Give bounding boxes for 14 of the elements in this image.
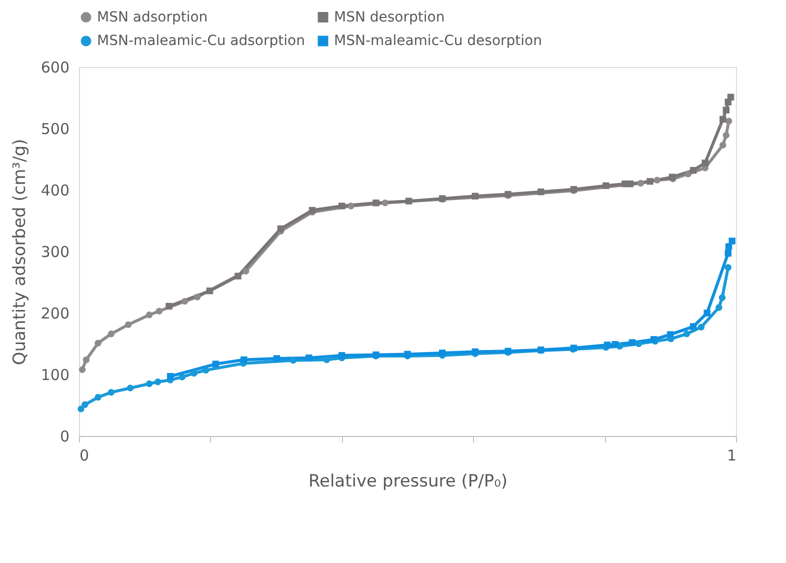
- y-tick-label: 500: [40, 120, 70, 138]
- y-axis-title: Quantity adsorbed (cm³/g): [10, 138, 30, 366]
- legend-label: MSN-maleamic-Cu adsorption: [97, 33, 305, 49]
- y-tick-label: 600: [40, 58, 70, 76]
- y-tick-label: 100: [40, 366, 70, 384]
- y-tick-label: 300: [40, 243, 70, 261]
- y-tick-label: 400: [40, 182, 70, 200]
- y-tick-label: 200: [40, 304, 70, 322]
- x-axis-title: Relative pressure (P/P₀): [308, 472, 508, 492]
- legend-label: MSN adsorption: [97, 9, 208, 26]
- y-tick-label: 0: [60, 428, 70, 446]
- legend-label: MSN desorption: [334, 9, 445, 26]
- x-tick-label: 1: [726, 446, 736, 464]
- legend-label: MSN-maleamic-Cu desorption: [334, 33, 542, 49]
